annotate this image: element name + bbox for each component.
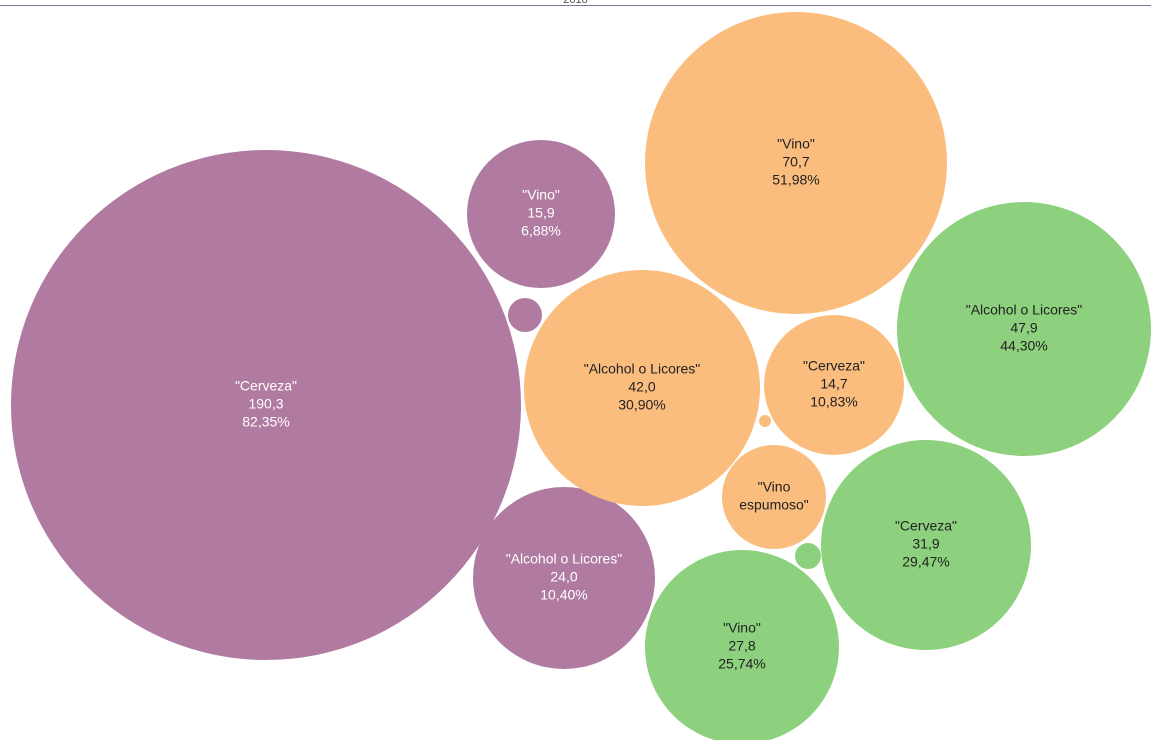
bubble-percent-label: 10,83% [810, 394, 857, 410]
bubble-percent-label: 82,35% [242, 414, 289, 430]
bubble-circle[interactable] [508, 298, 542, 332]
bubble-circle[interactable] [467, 140, 615, 288]
bubble-green-12[interactable] [795, 543, 821, 569]
bubble-purple-2[interactable]: "Alcohol o Licores" 24,0 10,40% [473, 487, 655, 669]
bubble-percent-label: 10,40% [540, 587, 587, 603]
bubble-value-label: 42,0 [628, 379, 655, 395]
bubble-circle[interactable] [764, 315, 904, 455]
bubble-value-label: 47,9 [1010, 320, 1037, 336]
bubble-value-label: 70,7 [782, 154, 809, 170]
bubble-category-label: "Vino" [522, 187, 560, 203]
bubble-green-9[interactable]: "Alcohol o Licores" 47,9 44,30% [897, 202, 1151, 456]
chart-year-label: 2018 [563, 0, 588, 6]
bubble-green-11[interactable]: "Vino" 27,8 25,74% [645, 550, 839, 740]
bubble-category-label: "Alcohol o Licores" [584, 361, 701, 377]
bubble-category-label: "Vino" [777, 136, 815, 152]
bubble-category-label: "Alcohol o Licores" [506, 551, 623, 567]
bubble-orange-8[interactable] [759, 415, 771, 427]
bubble-value-label: 24,0 [550, 569, 577, 585]
bubble-value-label: 14,7 [820, 376, 847, 392]
bubble-orange-7[interactable]: "Vino espumoso" [722, 445, 826, 549]
bubble-percent-label: 30,90% [618, 397, 665, 413]
bubble-circle[interactable] [722, 445, 826, 549]
bubble-green-10[interactable]: "Cerveza" 31,9 29,47% [821, 440, 1031, 650]
bubble-circle[interactable] [524, 270, 760, 506]
bubble-circle[interactable] [897, 202, 1151, 456]
bubble-purple-0[interactable]: "Cerveza" 190,3 82,35% [11, 150, 521, 660]
bubble-circle[interactable] [821, 440, 1031, 650]
bubble-category-label: "Cerveza" [803, 358, 865, 374]
bubble-category-label: "Cerveza" [895, 518, 957, 534]
bubble-value-label: 27,8 [728, 638, 755, 654]
bubble-category-label: "Vino [758, 479, 791, 495]
bubble-category-label: "Vino" [723, 620, 761, 636]
header-divider [0, 5, 1151, 6]
bubble-circle[interactable] [645, 12, 947, 314]
bubble-orange-6[interactable]: "Cerveza" 14,7 10,83% [764, 315, 904, 455]
bubble-percent-label: 6,88% [521, 223, 561, 239]
bubble-category-label: "Cerveza" [235, 378, 297, 394]
bubble-circle[interactable] [473, 487, 655, 669]
bubble-purple-3[interactable] [508, 298, 542, 332]
bubble-category-label: "Alcohol o Licores" [966, 302, 1083, 318]
bubble-circle[interactable] [795, 543, 821, 569]
bubble-percent-label: 51,98% [772, 172, 819, 188]
bubble-circle[interactable] [759, 415, 771, 427]
bubble-value-label: 15,9 [527, 205, 554, 221]
bubble-orange-4[interactable]: "Vino" 70,7 51,98% [645, 12, 947, 314]
bubble-value-label: 190,3 [248, 396, 283, 412]
bubble-percent-label: 44,30% [1000, 338, 1047, 354]
bubble-value-label: 31,9 [912, 536, 939, 552]
bubble-percent-label: 29,47% [902, 554, 949, 570]
bubble-circle[interactable] [11, 150, 521, 660]
bubble-percent-label: 25,74% [718, 656, 765, 672]
bubble-orange-5[interactable]: "Alcohol o Licores" 42,0 30,90% [524, 270, 760, 506]
bubble-purple-1[interactable]: "Vino" 15,9 6,88% [467, 140, 615, 288]
bubble-circle[interactable] [645, 550, 839, 740]
bubble-category-label: espumoso" [739, 497, 809, 513]
